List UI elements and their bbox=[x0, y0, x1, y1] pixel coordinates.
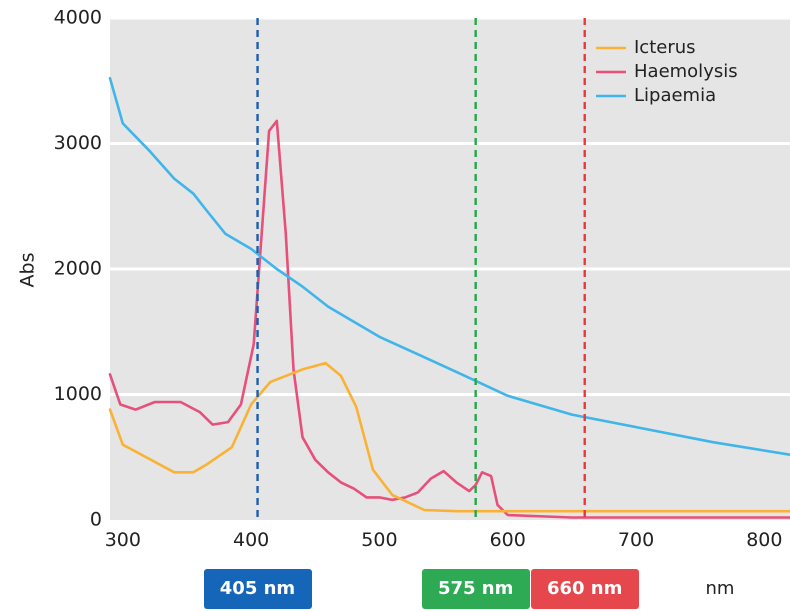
legend-label-lipaemia: Lipaemia bbox=[634, 85, 716, 106]
series-line-lipaemia bbox=[108, 76, 790, 457]
series-lines bbox=[108, 76, 790, 519]
wavelength-badge-660: 660 nm bbox=[530, 569, 639, 609]
x-axis-unit-label: nm bbox=[705, 578, 735, 599]
x-tick-label: 500 bbox=[361, 529, 397, 551]
legend: Icterus Haemolysis Lipaemia bbox=[596, 37, 738, 106]
series-line-haemolysis bbox=[108, 119, 790, 519]
legend-label-haemolysis: Haemolysis bbox=[634, 61, 738, 82]
x-tick-label: 400 bbox=[233, 529, 269, 551]
y-tick-label: 1000 bbox=[54, 383, 102, 405]
x-axis: 300 400 500 600 700 800 bbox=[105, 529, 783, 551]
gridlines bbox=[110, 16, 790, 396]
x-tick-label: 700 bbox=[618, 529, 654, 551]
wavelength-badge-405: 405 nm bbox=[203, 569, 312, 609]
y-axis-label: Abs bbox=[17, 253, 39, 288]
x-tick-label: 600 bbox=[490, 529, 526, 551]
x-tick-label: 300 bbox=[105, 529, 141, 551]
wavelength-badge-575: 575 nm bbox=[421, 569, 530, 609]
y-tick-label: 2000 bbox=[54, 258, 102, 280]
series-line-icterus bbox=[108, 361, 790, 513]
y-tick-label: 4000 bbox=[54, 7, 102, 29]
x-tick-label: 800 bbox=[746, 529, 782, 551]
y-tick-label: 3000 bbox=[54, 132, 102, 154]
y-tick-label: 0 bbox=[90, 509, 102, 531]
legend-label-icterus: Icterus bbox=[634, 37, 696, 58]
y-axis: 0 1000 2000 3000 4000 bbox=[54, 7, 102, 531]
